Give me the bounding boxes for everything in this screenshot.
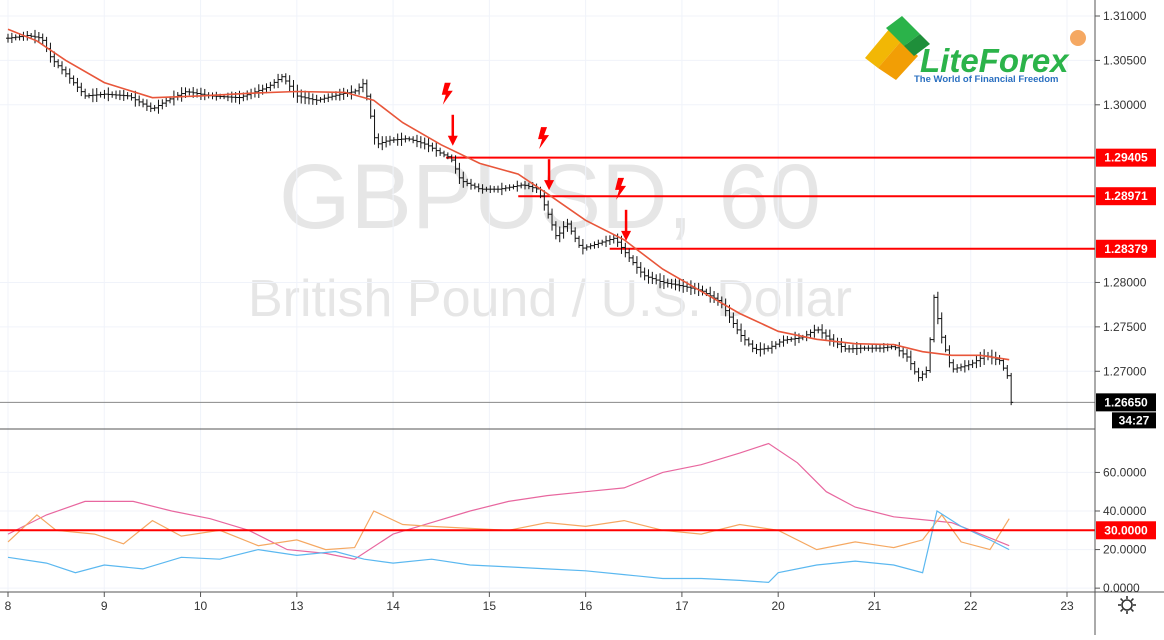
lightning-bolt-icon bbox=[538, 127, 550, 150]
lightning-bolt-icon bbox=[441, 82, 453, 105]
level-price-tag bbox=[1096, 187, 1156, 206]
time-tick-label: 10 bbox=[194, 599, 208, 613]
price-tick-label: 1.30000 bbox=[1103, 98, 1147, 112]
notification-dot bbox=[1070, 30, 1086, 46]
countdown-tag bbox=[1112, 412, 1156, 429]
liteforex-logo: LiteForex The World of Financial Freedom bbox=[865, 16, 1086, 85]
time-tick-label: 22 bbox=[964, 599, 978, 613]
time-tick-label: 15 bbox=[483, 599, 497, 613]
level-price-label: 1.28971 bbox=[1104, 189, 1148, 203]
oscillator-tick-label: 20.0000 bbox=[1103, 543, 1147, 557]
price-tick-label: 1.30500 bbox=[1103, 53, 1147, 67]
current-price-label: 1.26650 bbox=[1104, 395, 1148, 409]
time-tick-label: 17 bbox=[675, 599, 689, 613]
level-price-label: 1.28379 bbox=[1104, 242, 1148, 256]
oscillator-line-0 bbox=[7, 442, 1010, 560]
sell-signals bbox=[441, 82, 632, 241]
price-tick-label: 1.27000 bbox=[1103, 364, 1147, 378]
price-axis-tags: 1.29405 1.28971 1.28379 1.26650 34:27 30.0000 bbox=[1096, 148, 1156, 540]
price-tick-label: 1.28000 bbox=[1103, 275, 1147, 289]
oscillator-tick-label: 60.0000 bbox=[1103, 465, 1147, 479]
down-arrow-head bbox=[447, 135, 458, 146]
time-tick-label: 13 bbox=[290, 599, 304, 613]
price-series bbox=[6, 29, 1014, 406]
time-tick-label: 8 bbox=[5, 599, 12, 613]
logo-tagline: The World of Financial Freedom bbox=[914, 74, 1058, 85]
down-arrow-head bbox=[544, 180, 555, 191]
level-price-tag bbox=[1096, 148, 1156, 167]
level-price-label: 1.29405 bbox=[1104, 151, 1148, 165]
logo-name: LiteForex bbox=[920, 42, 1070, 79]
lightning-bolt-icon bbox=[615, 177, 627, 200]
time-axis-labels: 8 9 10 13 14 15 16 17 20 21 22 23 bbox=[5, 592, 1074, 613]
grid-lines bbox=[0, 0, 1095, 592]
time-tick-label: 23 bbox=[1060, 599, 1074, 613]
logo-text: LiteForex bbox=[920, 42, 1070, 79]
time-tick-label: 20 bbox=[772, 599, 786, 613]
time-tick-label: 16 bbox=[579, 599, 593, 613]
oscillator-tick-label: 0.0000 bbox=[1103, 581, 1140, 595]
price-tick-label: 1.31000 bbox=[1103, 9, 1147, 23]
current-price-tag bbox=[1096, 393, 1156, 412]
horizontal-levels bbox=[446, 156, 1095, 250]
price-axis-labels: 1.31000 1.30500 1.30000 1.28000 1.27500 1.270… bbox=[1095, 9, 1147, 595]
oscillator-level-label: 30.0000 bbox=[1104, 523, 1148, 537]
time-tick-label: 9 bbox=[101, 599, 108, 613]
oscillator-line-2 bbox=[7, 510, 1010, 584]
down-arrow-head bbox=[621, 230, 632, 241]
oscillator-pane bbox=[0, 442, 1095, 584]
level-price-tag bbox=[1096, 239, 1156, 258]
countdown-label: 34:27 bbox=[1119, 413, 1150, 427]
oscillator-level-tag bbox=[1096, 521, 1156, 540]
time-tick-label: 21 bbox=[868, 599, 882, 613]
price-tick-label: 1.27500 bbox=[1103, 320, 1147, 334]
settings-gear-icon[interactable] bbox=[1118, 596, 1136, 614]
watermark-description: British Pound / U.S. Dollar bbox=[248, 270, 852, 328]
oscillator-tick-label: 40.0000 bbox=[1103, 504, 1147, 518]
moving-average-series bbox=[7, 28, 1010, 361]
moving-average-line bbox=[7, 28, 1010, 361]
time-tick-label: 14 bbox=[386, 599, 400, 613]
